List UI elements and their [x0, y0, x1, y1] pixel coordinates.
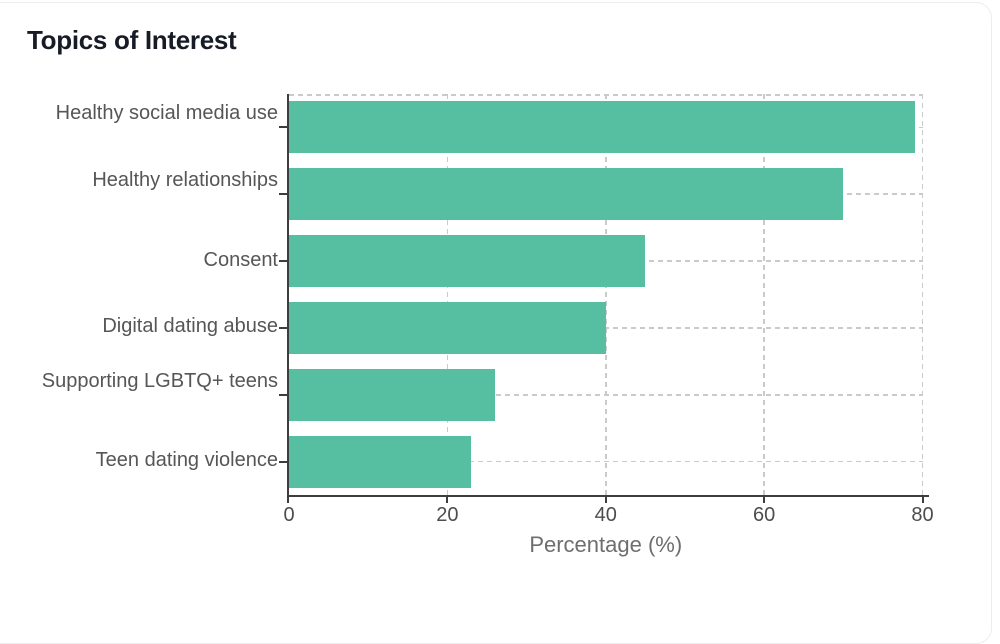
x-tick-0: [287, 497, 289, 503]
y-tick-2: [279, 260, 288, 263]
category-label-5: Teen dating violence: [95, 449, 278, 472]
category-label-4: Supporting LGBTQ+ teens: [41, 369, 278, 392]
gridline-category-5: [289, 460, 923, 463]
bar-healthy-relationships: [289, 168, 844, 221]
y-tick-3: [279, 326, 288, 329]
gridline-category-3: [289, 327, 923, 329]
category-label-3: Digital dating abuse: [102, 315, 278, 338]
gridline-x-80: [921, 94, 924, 495]
bar-consent: [289, 235, 646, 288]
plot-area: 0 20 40 60 80 Percentage (%): [279, 94, 934, 557]
category-label-0: Healthy social media use: [55, 102, 278, 125]
gridline-x-40: [604, 94, 607, 495]
y-tick-5: [279, 460, 288, 463]
x-tick-label-0: 0: [283, 504, 295, 526]
x-axis-title: Percentage (%): [529, 532, 683, 557]
bar-healthy-social-media-use: [289, 101, 915, 154]
x-tick-label-20: 20: [436, 504, 459, 526]
x-tick-40: [604, 497, 607, 503]
x-tick-80: [921, 497, 924, 503]
x-tick-60: [763, 497, 766, 503]
y-axis-labels: Healthy social media use Healthy relation…: [0, 0, 279, 560]
x-tick-label-80: 80: [911, 504, 934, 526]
chart-card: Topics of Interest Healthy social media …: [0, 0, 934, 560]
y-tick-1: [279, 193, 288, 196]
y-tick-0: [279, 126, 288, 129]
gridline-category-4: [289, 393, 923, 396]
gridline-x-60: [763, 94, 765, 495]
gridline-x-20: [446, 94, 449, 495]
x-tick-label-40: 40: [594, 504, 617, 526]
bar-teen-dating-violence: [289, 435, 472, 488]
bar-supporting-lgbtq-teens: [289, 368, 495, 421]
category-label-2: Consent: [203, 248, 279, 271]
x-tick-label-60: 60: [753, 504, 776, 526]
category-label-1: Healthy relationships: [92, 169, 278, 192]
bar-digital-dating-abuse: [289, 301, 606, 354]
x-tick-20: [446, 497, 449, 503]
x-axis-spine-extension: [922, 495, 929, 497]
chart-title: Topics of Interest: [27, 25, 237, 55]
y-tick-4: [279, 393, 288, 396]
